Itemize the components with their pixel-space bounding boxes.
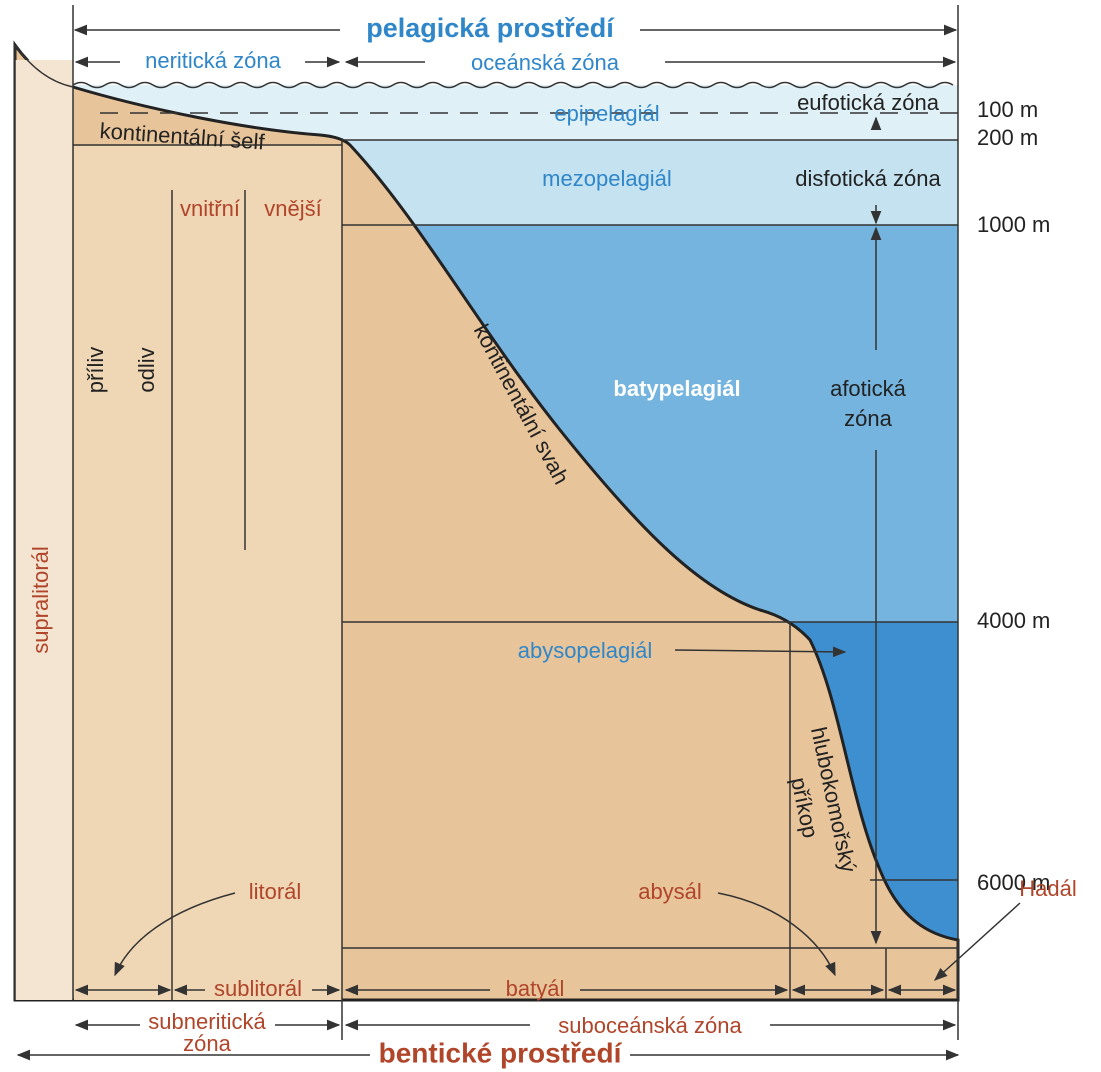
oceanic-zone: oceánská zóna (471, 50, 620, 75)
epipelagial: epipelagiál (554, 101, 659, 126)
pelagic-title: pelagická prostředí (366, 13, 615, 43)
abysal: abysál (638, 879, 702, 904)
afotic-zone: afotická (830, 376, 907, 401)
subneritic-zone: zóna (183, 1031, 231, 1056)
mezopelagial: mezopelagiál (542, 166, 672, 191)
hadal: Hadál (1019, 876, 1076, 901)
depth-label: 1000 m (977, 212, 1050, 237)
batyal: batyál (506, 976, 565, 1001)
suboceanic-zone: suboceánská zóna (558, 1013, 742, 1038)
tide-out: odliv (134, 347, 159, 392)
batypelagial: batypelagiál (613, 376, 740, 401)
depth-label: 4000 m (977, 608, 1050, 633)
sublitoral: sublitorál (214, 976, 302, 1001)
benthic-title: bentické prostředí (379, 1037, 623, 1068)
abysopelagial: abysopelagiál (518, 638, 653, 663)
tide-in: příliv (83, 347, 108, 393)
outer-shelf: vnější (264, 196, 321, 221)
afotic-zone: zóna (844, 406, 892, 431)
diagram: pelagická prostředí neritická zóna oceán… (0, 0, 1101, 1072)
eufotic-zone: eufotická zóna (797, 90, 940, 115)
depth-label: 200 m (977, 125, 1038, 150)
depth-label: 100 m (977, 97, 1038, 122)
supralitoral: supralitorál (28, 546, 53, 654)
neritic-zone: neritická zóna (145, 48, 282, 73)
litoral: litorál (249, 879, 302, 904)
inner-shelf: vnitřní (180, 196, 240, 221)
disfotic-zone: disfotická zóna (795, 166, 941, 191)
